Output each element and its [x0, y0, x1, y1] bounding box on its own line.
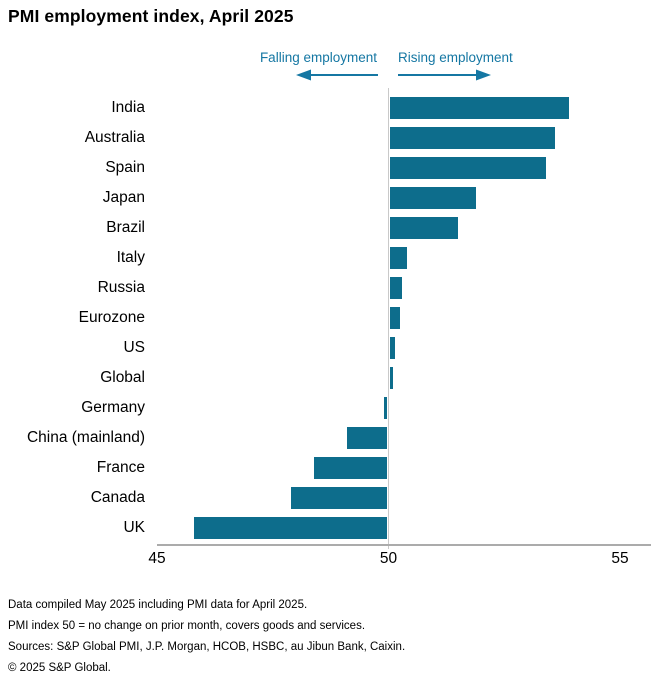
value-bar [346, 427, 388, 449]
category-label: Canada [90, 489, 145, 506]
direction-arrows [296, 69, 491, 81]
value-bar [291, 487, 388, 509]
chart-row: Spain [0, 153, 656, 183]
chart-row: Germany [0, 393, 656, 423]
category-label: China (mainland) [26, 429, 145, 446]
x-tick-label: 45 [148, 550, 166, 567]
footnote-line: Sources: S&P Global PMI, J.P. Morgan, HC… [8, 641, 406, 653]
chart-row: Canada [0, 483, 656, 513]
value-bar [389, 127, 556, 149]
x-tick-label: 55 [611, 550, 629, 567]
footnote-line: PMI index 50 = no change on prior month,… [8, 620, 366, 632]
x-axis-line [157, 544, 651, 546]
chart-row: UK [0, 513, 656, 543]
category-label: Global [100, 369, 145, 386]
chart-row: Australia [0, 123, 656, 153]
value-bar [389, 307, 401, 329]
chart-title: PMI employment index, April 2025 [8, 6, 294, 26]
chart-row: Japan [0, 183, 656, 213]
category-label: Germany [81, 399, 145, 416]
falling-arrow-icon [296, 69, 378, 81]
footnote-line: Data compiled May 2025 including PMI dat… [8, 599, 308, 611]
chart-row: US [0, 333, 656, 363]
baseline-gridline-50 [388, 88, 389, 549]
category-label: Japan [102, 189, 145, 206]
category-label: US [123, 339, 145, 356]
chart-row: China (mainland) [0, 423, 656, 453]
value-bar [389, 157, 546, 179]
value-bar [389, 217, 458, 239]
category-label: Brazil [106, 219, 145, 236]
chart-row: Brazil [0, 213, 656, 243]
category-label: India [111, 99, 145, 116]
value-bar [389, 187, 477, 209]
chart-row: Global [0, 363, 656, 393]
value-bar [389, 337, 396, 359]
chart-row: Eurozone [0, 303, 656, 333]
value-bar [314, 457, 388, 479]
chart-row: France [0, 453, 656, 483]
category-label: UK [123, 519, 145, 536]
rising-arrow-icon [398, 69, 491, 81]
category-label: Eurozone [78, 309, 145, 326]
category-label: Russia [97, 279, 145, 296]
falling-employment-label: Falling employment [259, 50, 377, 65]
chart-row: Russia [0, 273, 656, 303]
category-label: Spain [105, 159, 145, 176]
value-bar [389, 97, 570, 119]
chart-row: Italy [0, 243, 656, 273]
value-bar [389, 367, 394, 389]
footer-notes: Data compiled May 2025 including PMI dat… [8, 595, 405, 675]
x-tick-label: 50 [379, 550, 398, 567]
category-label: Italy [116, 249, 145, 266]
value-bar [194, 517, 388, 539]
category-label: France [96, 459, 145, 476]
category-label: Australia [84, 129, 145, 146]
chart-row: India [0, 93, 656, 123]
footnote-line: © 2025 S&P Global. [8, 662, 111, 674]
value-bar [389, 277, 403, 299]
value-bar [389, 247, 408, 269]
rising-employment-label: Rising employment [398, 50, 513, 65]
value-bar [383, 397, 388, 419]
